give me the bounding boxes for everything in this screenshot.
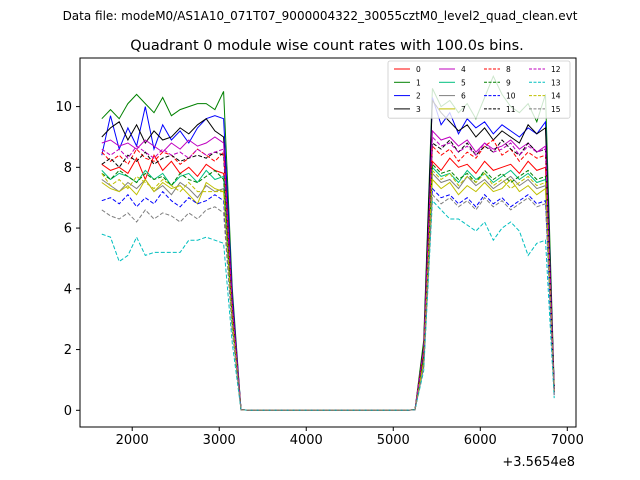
ticks-layer: 2000 3000 4000 5000 6000 7000 0 2 4 6 8 10 xyxy=(55,100,583,448)
x-offset-label: +3.5654e8 xyxy=(502,455,575,470)
legend-label-0: 0 xyxy=(416,65,421,74)
legend-label-2: 2 xyxy=(416,92,421,101)
x-tick-label: 3000 xyxy=(203,433,236,448)
axes-frame xyxy=(79,57,577,428)
y-tick-label: 4 xyxy=(64,282,72,297)
legend-label-4: 4 xyxy=(461,65,466,74)
series-line-12 xyxy=(101,135,555,411)
x-tick-label: 5000 xyxy=(377,433,410,448)
legend-label-6: 6 xyxy=(461,92,466,101)
y-tick-label: 8 xyxy=(64,161,72,176)
legend-label-8: 8 xyxy=(506,65,511,74)
x-tick-label: 2000 xyxy=(116,433,149,448)
legend-label-10: 10 xyxy=(506,92,516,101)
y-tick-label: 6 xyxy=(64,222,72,237)
y-tick-label: 2 xyxy=(64,343,72,358)
legend-label-11: 11 xyxy=(506,105,516,114)
legend-label-1: 1 xyxy=(416,78,421,87)
chart-title: Quadrant 0 module wise count rates with … xyxy=(130,38,524,54)
x-tick-label: 7000 xyxy=(551,433,584,448)
legend-box xyxy=(387,60,571,119)
legend-label-7: 7 xyxy=(461,105,466,114)
legend-label-12: 12 xyxy=(551,65,561,74)
legend-label-15: 15 xyxy=(551,105,561,114)
legend-label-3: 3 xyxy=(416,105,421,114)
legend-label-9: 9 xyxy=(506,78,511,87)
x-tick-label: 6000 xyxy=(464,433,497,448)
legend-label-14: 14 xyxy=(551,92,561,101)
y-tick-label: 0 xyxy=(64,404,72,419)
series-layer xyxy=(101,74,555,411)
series-line-15 xyxy=(101,193,555,411)
y-tick-label: 10 xyxy=(55,100,72,115)
legend-label-5: 5 xyxy=(461,78,466,87)
series-line-11 xyxy=(101,139,555,411)
x-tick-label: 4000 xyxy=(290,433,323,448)
data-file-label: Data file: modeM0/AS1A10_071T07_90000043… xyxy=(63,9,578,23)
legend-label-13: 13 xyxy=(551,78,561,87)
